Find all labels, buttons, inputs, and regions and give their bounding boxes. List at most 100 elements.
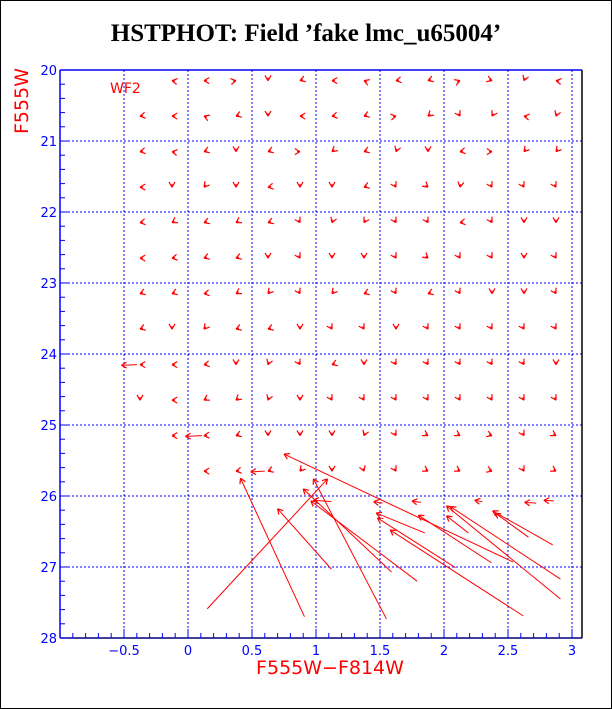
arrowhead-wing: [299, 430, 304, 436]
chart-title: HSTPHOT: Field ’fake lmc_u65004’: [110, 20, 502, 47]
arrowhead-wing: [299, 323, 304, 330]
arrowhead-wing: [555, 359, 560, 365]
arrowhead-wing: [168, 323, 173, 330]
grid-vector: [454, 465, 461, 472]
arrowhead-wing: [389, 529, 394, 536]
arrowhead-wing: [395, 80, 402, 84]
arrowhead-wing: [518, 325, 525, 330]
arrowhead-wing: [362, 429, 365, 436]
grid-vector: [554, 110, 561, 117]
grid-vector: [422, 430, 429, 437]
arrowhead-wing: [313, 499, 319, 505]
arrowhead-wing: [523, 217, 528, 223]
arrowhead-wing: [235, 253, 241, 259]
grid-vector: [139, 254, 146, 262]
arrowhead-wing: [267, 75, 272, 81]
arrowhead-wing: [360, 252, 365, 259]
arrowhead-wing: [203, 323, 206, 330]
arrowhead-wing: [518, 467, 525, 472]
arrowhead-wing: [376, 517, 381, 524]
arrowhead-wing: [277, 508, 280, 515]
arrowhead-wing: [543, 499, 550, 505]
arrowhead-wing: [421, 185, 429, 188]
arrowhead-wing: [523, 113, 530, 117]
arrowhead-wing: [555, 145, 558, 152]
vector: [283, 453, 514, 563]
arrowhead-wing: [203, 80, 210, 85]
arrowhead-wing: [171, 253, 177, 259]
grid-vector: [360, 359, 368, 365]
grid-vector: [331, 145, 339, 153]
grid-vector: [171, 288, 179, 296]
arrowhead-wing: [171, 257, 178, 261]
arrowhead-wing: [427, 288, 433, 295]
vector-shaft: [450, 506, 561, 580]
arrowhead-wing: [363, 115, 371, 118]
arrowhead-wing: [235, 328, 243, 331]
arrowhead-wing: [203, 431, 210, 437]
arrowhead-wing: [294, 361, 301, 366]
arrowhead-wing: [363, 146, 369, 153]
grid-vector: [520, 288, 528, 294]
grid-vector: [491, 110, 498, 117]
grid-vector: [299, 75, 307, 83]
arrowhead-wing: [552, 465, 557, 472]
arrowhead-wing: [331, 287, 334, 294]
grid-vector: [359, 465, 366, 472]
grid-vector: [203, 114, 211, 122]
arrowhead-wing: [139, 115, 146, 119]
arrowhead-wing: [239, 478, 242, 485]
grid-vector: [363, 216, 370, 224]
arrowhead-wing: [449, 506, 454, 513]
arrowhead-wing: [524, 501, 530, 507]
arrowhead-wing: [555, 78, 562, 82]
grid-vector: [459, 218, 466, 226]
arrowhead-wing: [185, 435, 192, 440]
grid-vector: [485, 75, 493, 83]
grid-vector: [518, 358, 525, 366]
arrowhead-wing: [299, 80, 307, 83]
grid-vector: [520, 252, 528, 259]
grid-vector: [139, 183, 146, 191]
arrowhead-wing: [459, 147, 465, 153]
x-tick-label: −0.5: [108, 644, 140, 659]
grid-vector: [328, 465, 336, 472]
arrowhead-wing: [331, 364, 339, 367]
y-tick-label: 25: [40, 419, 57, 434]
arrowhead-wing: [299, 465, 302, 472]
y-tick-label: 28: [40, 632, 57, 647]
grid-vector: [264, 110, 272, 117]
arrowhead-wing: [267, 470, 275, 473]
arrowhead-wing: [363, 111, 369, 117]
grid-vector: [171, 396, 178, 404]
grid-vector: [267, 324, 275, 331]
arrowhead-wing: [299, 468, 306, 472]
arrowhead-wing: [454, 290, 461, 295]
arrowhead-wing: [235, 111, 241, 117]
grid-vector: [139, 324, 147, 331]
arrowhead-wing: [313, 478, 319, 483]
x-tick-label: 1.5: [370, 644, 391, 659]
arrowhead-wing: [390, 183, 397, 188]
grid-vector: [294, 287, 301, 295]
arrowhead-wing: [456, 465, 461, 472]
arrowhead-wing: [394, 145, 397, 152]
arrowhead-wing: [363, 293, 371, 296]
grid-vector: [171, 112, 178, 120]
arrowhead-wing: [454, 112, 461, 117]
grid-vector: [422, 394, 429, 401]
arrowhead-wing: [328, 430, 333, 436]
vector-shaft: [492, 510, 554, 546]
vector-shaft: [389, 529, 524, 617]
grid-vector: [422, 465, 429, 472]
x-tick-label: 2.5: [498, 644, 519, 659]
vector-shaft: [494, 512, 529, 538]
arrowhead-wing: [486, 396, 493, 401]
vector: [389, 529, 524, 617]
chip-label: WF2: [110, 81, 141, 97]
arrowhead-wing: [421, 256, 429, 259]
arrowhead-wing: [232, 359, 237, 365]
arrowhead-wing: [518, 432, 525, 437]
arrowhead-wing: [235, 217, 240, 223]
grid-vector: [331, 77, 338, 85]
